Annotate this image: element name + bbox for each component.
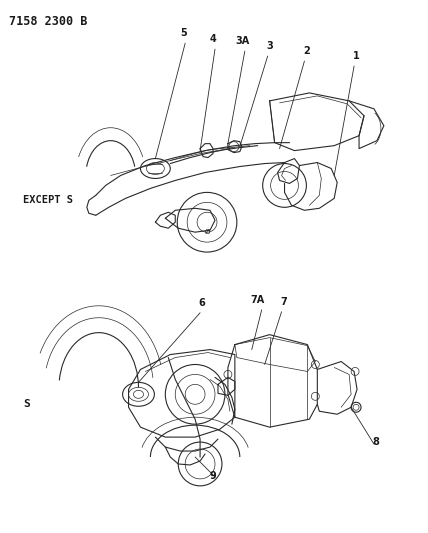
Text: 8: 8	[372, 437, 379, 447]
Text: 7158 2300 B: 7158 2300 B	[9, 15, 88, 28]
Text: 7A: 7A	[250, 295, 265, 305]
Text: 3A: 3A	[236, 36, 250, 46]
Text: 4: 4	[210, 34, 217, 44]
Text: 1: 1	[353, 51, 360, 61]
Text: 2: 2	[303, 46, 310, 56]
Text: 5: 5	[180, 28, 187, 38]
Text: 7: 7	[280, 297, 287, 307]
Text: S: S	[23, 399, 30, 409]
Text: EXCEPT S: EXCEPT S	[23, 196, 73, 205]
Text: 3: 3	[266, 41, 273, 51]
Text: 6: 6	[199, 298, 205, 308]
Text: 9: 9	[210, 471, 217, 481]
Text: Ø: Ø	[204, 229, 210, 235]
